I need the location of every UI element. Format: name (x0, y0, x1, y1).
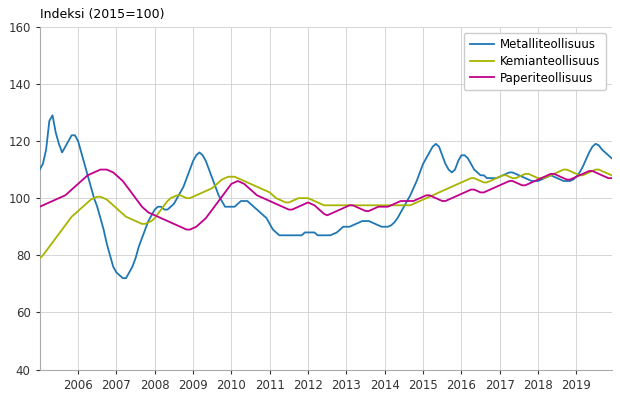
Kemianteollisuus (544, 174, 551, 179)
Line: Kemianteollisuus: Kemianteollisuus (40, 170, 611, 258)
Metalliteollisuus (608, 156, 615, 160)
Paperiteollisuus (260, 196, 267, 200)
Line: Paperiteollisuus: Paperiteollisuus (40, 170, 611, 230)
Kemianteollisuus (46, 244, 53, 249)
Paperiteollisuus (595, 172, 603, 176)
Paperiteollisuus (551, 172, 558, 176)
Metalliteollisuus (595, 143, 603, 148)
Paperiteollisuus (46, 200, 53, 205)
Paperiteollisuus (608, 176, 615, 180)
Kemianteollisuus (608, 173, 615, 178)
Metalliteollisuus (106, 253, 113, 258)
Line: Metalliteollisuus: Metalliteollisuus (40, 115, 611, 278)
Kemianteollisuus (592, 167, 600, 172)
Metalliteollisuus (161, 207, 168, 212)
Legend: Metalliteollisuus, Kemianteollisuus, Paperiteollisuus: Metalliteollisuus, Kemianteollisuus, Pap… (464, 32, 606, 90)
Text: Indeksi (2015=100): Indeksi (2015=100) (40, 8, 164, 21)
Kemianteollisuus (103, 197, 110, 202)
Paperiteollisuus (97, 167, 104, 172)
Kemianteollisuus (154, 212, 162, 216)
Paperiteollisuus (36, 204, 43, 209)
Kemianteollisuus (253, 184, 260, 189)
Metalliteollisuus (49, 113, 56, 118)
Paperiteollisuus (183, 227, 190, 232)
Metalliteollisuus (260, 213, 267, 218)
Metalliteollisuus (551, 174, 558, 179)
Kemianteollisuus (36, 256, 43, 260)
Paperiteollisuus (106, 169, 113, 174)
Metalliteollisuus (36, 167, 43, 172)
Metalliteollisuus (119, 276, 126, 280)
Paperiteollisuus (157, 216, 165, 220)
Kemianteollisuus (560, 167, 567, 172)
Metalliteollisuus (46, 118, 53, 123)
